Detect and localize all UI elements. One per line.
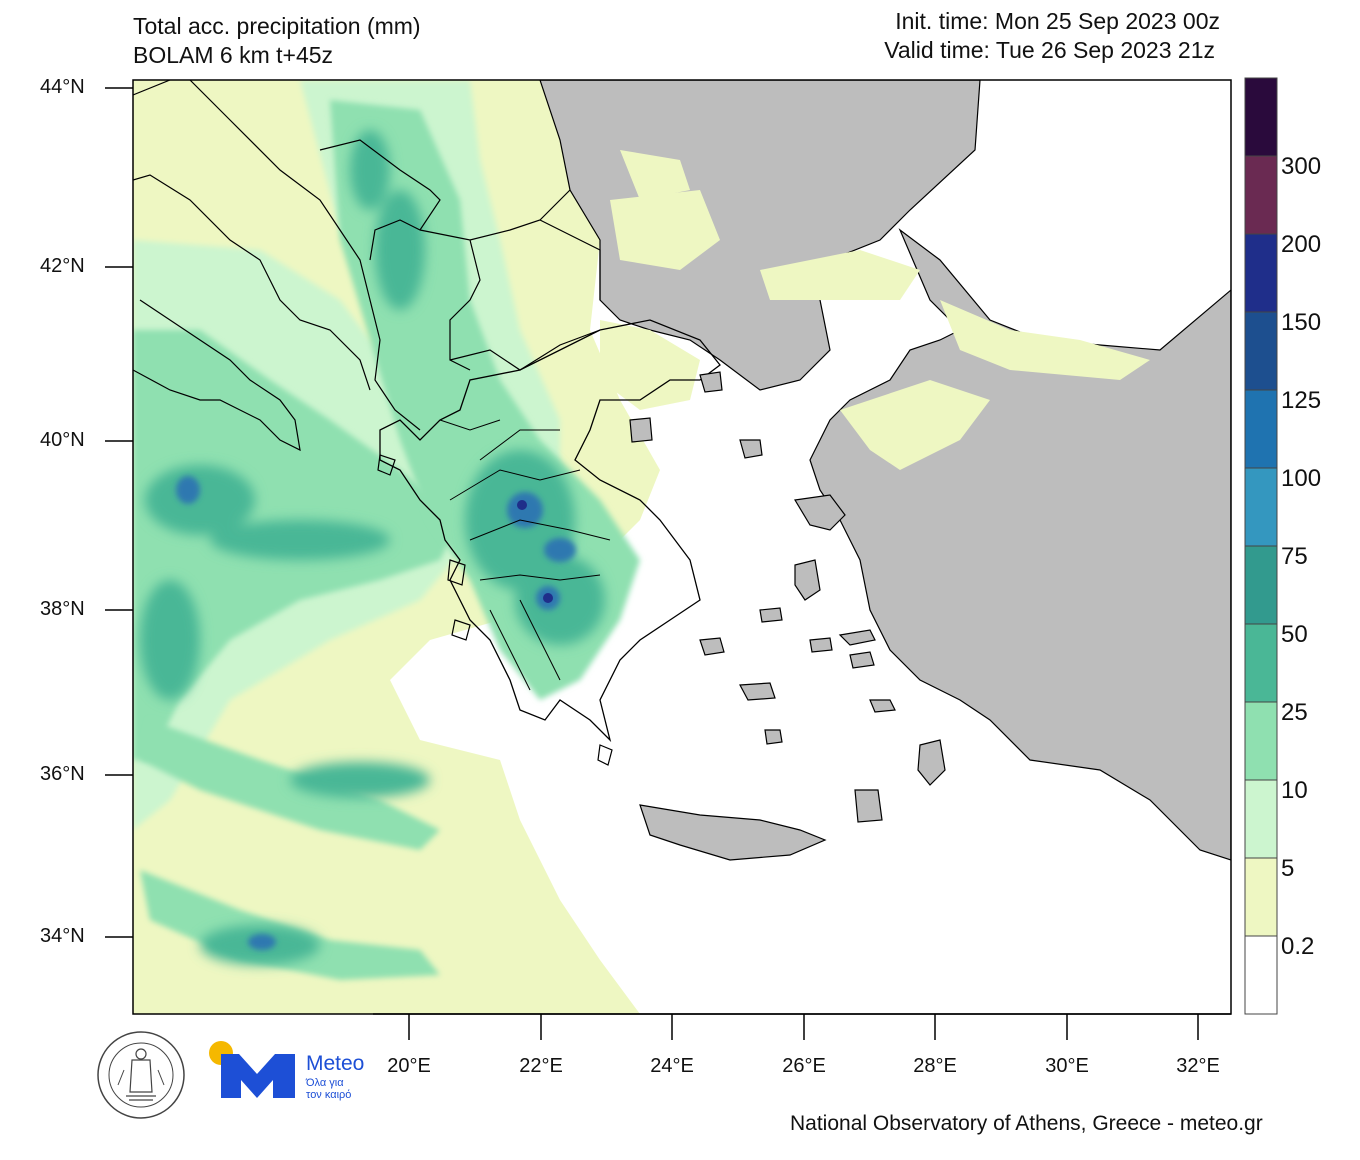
precip-streak-south-1 [140,720,440,850]
colorbar-segment [1244,311,1278,391]
colorbar-segment [1244,701,1278,781]
colorbar-label-10: 10 [1281,777,1308,804]
colorbar-segment [1244,389,1278,469]
island-chios [794,559,821,601]
precip-field-25-50 [140,130,605,965]
island-skyros [759,607,783,623]
colorbar-label-0-2: 0.2 [1281,933,1315,960]
lon-label-26: 26°E [782,1055,826,1077]
meteo-tagline: Όλα για τον καιρό [306,1077,352,1101]
valid-time: Valid time: Tue 26 Sep 2023 21z [884,37,1215,63]
meteo-brand: Meteo [306,1052,365,1075]
island-naxos [739,682,776,701]
region-borders [439,419,611,691]
coast-italy [133,299,301,452]
lon-label-28: 28°E [913,1055,957,1077]
land-greece-outline [379,319,721,743]
island-ikaria [849,651,875,669]
credit-line: National Observatory of Athens, Greece -… [790,1112,1263,1135]
map-title: Total acc. precipitation (mm) [133,13,421,39]
map-body [133,80,1231,1014]
island-thasos [699,371,723,393]
colorbar-label-300: 300 [1281,153,1322,180]
colorbar-label-50: 50 [1281,621,1308,648]
init-time: Init. time: Mon 25 Sep 2023 00z [895,8,1220,34]
lon-label-30: 30°E [1045,1055,1089,1077]
lon-label-22: 22°E [519,1055,563,1077]
precip-field-peak [517,500,553,603]
island-lesbos [794,494,846,531]
colorbar-label-75: 75 [1281,543,1308,570]
precip-over-land [600,150,1150,470]
colorbar-segment [1244,857,1278,937]
ionian-islands [377,454,613,766]
island-andros [699,637,725,656]
island-lemnos [739,439,763,459]
aegean-islands [629,371,946,861]
noa-seal-logo [97,1031,185,1119]
precip-streak-south-2 [140,870,440,980]
island-small-1 [809,637,833,653]
colorbar-label-25: 25 [1281,699,1308,726]
island-rhodes [917,739,946,786]
lon-ticks [373,1013,1231,1040]
lon-label-32: 32°E [1176,1055,1220,1077]
lat-label-44: 44°N [40,76,85,98]
colorbar [1244,77,1278,1015]
colorbar-segment [1244,623,1278,703]
balkan-borders [133,80,601,431]
island-santorini [764,729,783,745]
lat-label-34: 34°N [40,925,85,947]
lat-ticks [105,87,133,938]
lat-label-36: 36°N [40,763,85,785]
colorbar-segment [1244,77,1278,157]
colorbar-segment [1244,233,1278,313]
model-label: BOLAM 6 km t+45z [133,42,334,68]
colorbar-label-100: 100 [1281,465,1322,492]
island-crete [639,804,827,861]
meteo-m-icon [221,1054,295,1098]
island-chalkidiki [629,417,653,443]
colorbar-segment [1244,545,1278,625]
lat-label-40: 40°N [40,429,85,451]
colorbar-label-125: 125 [1281,387,1322,414]
lon-label-20: 20°E [387,1055,431,1077]
lat-label-38: 38°N [40,598,85,620]
colorbar-segment [1244,779,1278,859]
lat-label-42: 42°N [40,255,85,277]
coast-adriatic [133,174,371,391]
island-samos [838,629,876,646]
island-karpathos [854,789,883,823]
colorbar-segment [1244,155,1278,235]
island-kos [869,699,896,713]
lon-label-24: 24°E [650,1055,694,1077]
colorbar-segment [1244,935,1278,1015]
colorbar-segment [1244,467,1278,547]
precip-field-high [176,476,576,950]
colorbar-label-150: 150 [1281,309,1322,336]
meteo-logo [209,1041,295,1098]
colorbar-label-200: 200 [1281,231,1322,258]
colorbar-label-5: 5 [1281,855,1295,882]
